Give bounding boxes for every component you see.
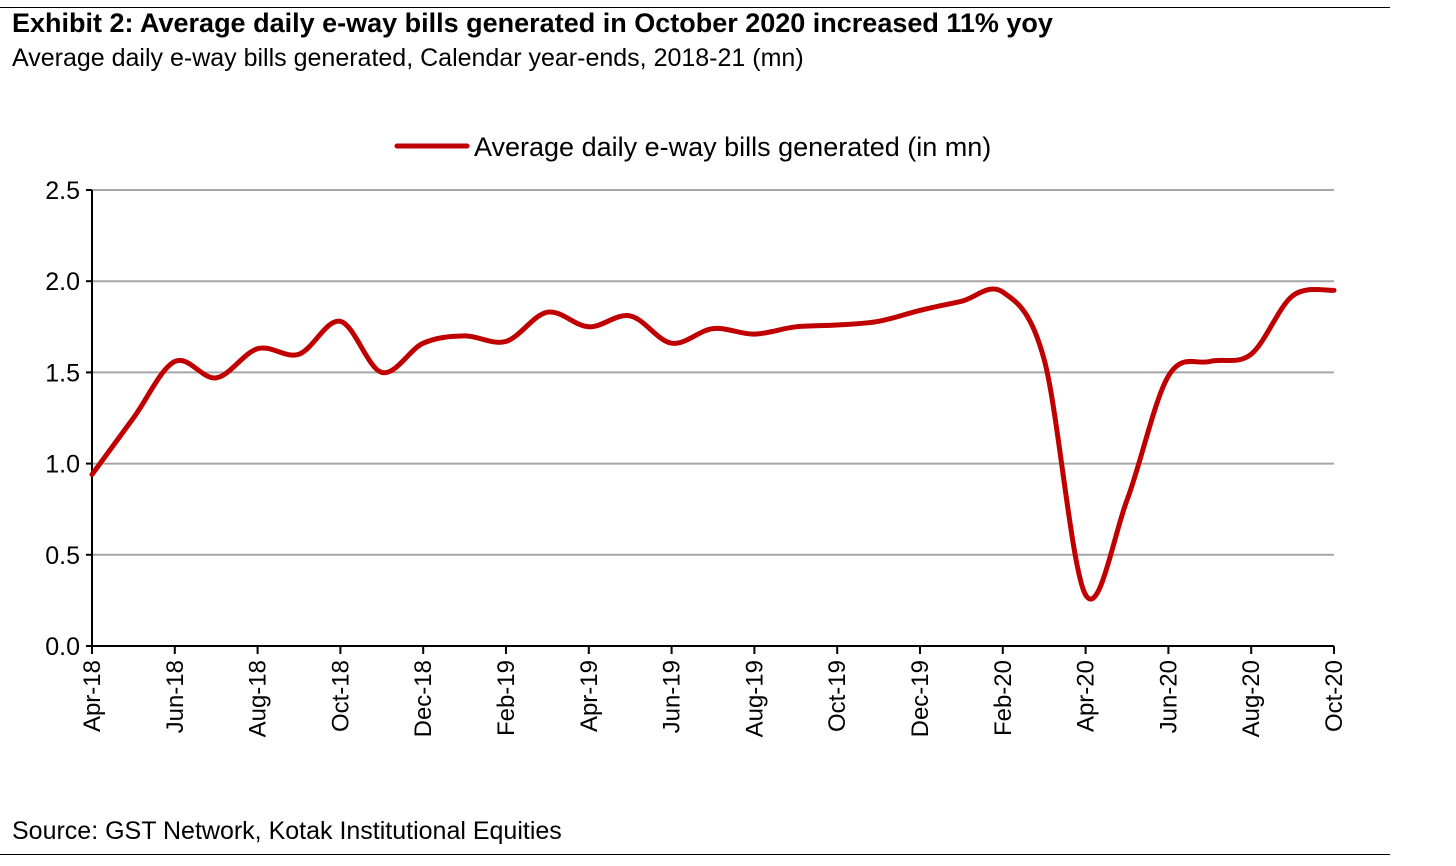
data-point xyxy=(421,341,426,346)
data-point xyxy=(835,322,840,327)
x-tick-label: Aug-20 xyxy=(1238,660,1265,737)
data-point xyxy=(628,313,633,318)
data-point xyxy=(255,346,260,351)
data-point xyxy=(1000,290,1005,295)
x-tick-label: Oct-18 xyxy=(327,660,354,732)
x-tick-label: Aug-19 xyxy=(741,660,768,737)
y-tick-label: 0.0 xyxy=(45,633,80,661)
x-tick-label: Jun-20 xyxy=(1155,660,1182,733)
chart-title: Exhibit 2: Average daily e-way bills gen… xyxy=(12,8,1053,38)
x-tick-label: Apr-19 xyxy=(576,660,603,732)
data-point xyxy=(1083,592,1088,597)
x-tick-label: Jun-18 xyxy=(162,660,189,733)
data-point xyxy=(586,324,591,329)
y-tick-label: 0.5 xyxy=(45,542,80,570)
data-point xyxy=(131,416,136,421)
x-tick-label: Dec-19 xyxy=(907,660,934,737)
legend-label: Average daily e-way bills generated (in … xyxy=(474,132,991,162)
y-axis-ticks: 0.0 0.5 1.0 1.5 2.0 2.5 xyxy=(45,177,92,661)
data-point xyxy=(462,333,467,338)
data-point xyxy=(214,375,219,380)
data-point xyxy=(793,324,798,329)
data-point xyxy=(711,326,716,331)
x-tick-label: Oct-19 xyxy=(824,660,851,732)
axes xyxy=(91,190,1334,647)
y-tick-label: 2.5 xyxy=(45,177,80,205)
x-tick-label: Jun-19 xyxy=(659,660,686,733)
series-line xyxy=(89,286,1337,602)
data-point xyxy=(1290,293,1295,298)
data-point xyxy=(1207,359,1212,364)
data-point xyxy=(1042,357,1047,362)
data-point xyxy=(918,308,923,313)
data-point xyxy=(1125,498,1130,503)
data-point xyxy=(959,299,964,304)
y-tick-label: 2.0 xyxy=(45,268,80,296)
y-tick-label: 1.5 xyxy=(45,359,80,387)
gridlines xyxy=(92,189,1334,556)
data-point xyxy=(545,310,550,315)
x-tick-label: Apr-20 xyxy=(1073,660,1100,732)
x-tick-label: Apr-18 xyxy=(79,660,106,732)
data-point xyxy=(297,352,302,357)
series-layer xyxy=(89,286,1337,602)
data-point xyxy=(752,332,757,337)
chart-subtitle: Average daily e-way bills generated, Cal… xyxy=(12,44,804,72)
data-point xyxy=(504,339,509,344)
bottom-rule xyxy=(0,854,1390,855)
data-point xyxy=(1166,374,1171,379)
x-tick-label: Oct-20 xyxy=(1321,660,1348,732)
data-point xyxy=(172,359,177,364)
data-point xyxy=(1249,352,1254,357)
data-point xyxy=(379,370,384,375)
x-tick-label: Feb-20 xyxy=(990,660,1017,736)
data-point xyxy=(669,341,674,346)
source-note: Source: GST Network, Kotak Institutional… xyxy=(12,817,562,845)
legend: Average daily e-way bills generated (in … xyxy=(394,132,991,162)
data-point xyxy=(338,319,343,324)
data-point xyxy=(90,472,95,477)
x-axis-ticks: Apr-18 Jun-18 Aug-18 Oct-18 Dec-18 Feb-19 Apr-… xyxy=(79,646,1348,737)
y-tick-label: 1.0 xyxy=(45,451,80,479)
data-point xyxy=(876,319,881,324)
x-tick-label: Feb-19 xyxy=(493,660,520,736)
data-point xyxy=(1332,288,1337,293)
x-tick-label: Dec-18 xyxy=(410,660,437,737)
x-tick-label: Aug-18 xyxy=(245,660,272,737)
top-rule xyxy=(0,7,1390,8)
